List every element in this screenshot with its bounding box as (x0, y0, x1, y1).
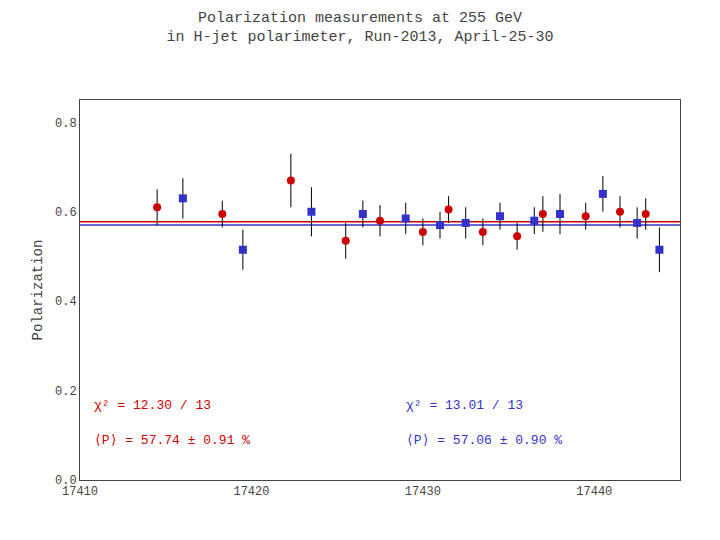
svg-text:17410: 17410 (62, 485, 98, 499)
svg-text:χ² = 12.30 / 13: χ² = 12.30 / 13 (94, 398, 211, 413)
svg-text:17440: 17440 (576, 485, 612, 499)
svg-text:χ² = 13.01 / 13: χ² = 13.01 / 13 (406, 398, 523, 413)
svg-text:Polarization: Polarization (30, 240, 46, 341)
svg-text:0.6: 0.6 (55, 206, 77, 220)
svg-text:0.4: 0.4 (55, 295, 77, 309)
svg-text:0.0: 0.0 (55, 474, 77, 488)
svg-text:17430: 17430 (405, 485, 441, 499)
svg-text:0.8: 0.8 (55, 117, 77, 131)
svg-text:⟨P⟩ = 57.06 ± 0.90 %: ⟨P⟩ = 57.06 ± 0.90 % (406, 433, 562, 448)
svg-text:⟨P⟩ = 57.74 ± 0.91 %: ⟨P⟩ = 57.74 ± 0.91 % (94, 433, 250, 448)
svg-text:0.2: 0.2 (55, 385, 77, 399)
svg-text:Polarization measurements at 2: Polarization measurements at 255 GeVin H… (166, 10, 553, 47)
svg-text:17420: 17420 (233, 485, 269, 499)
